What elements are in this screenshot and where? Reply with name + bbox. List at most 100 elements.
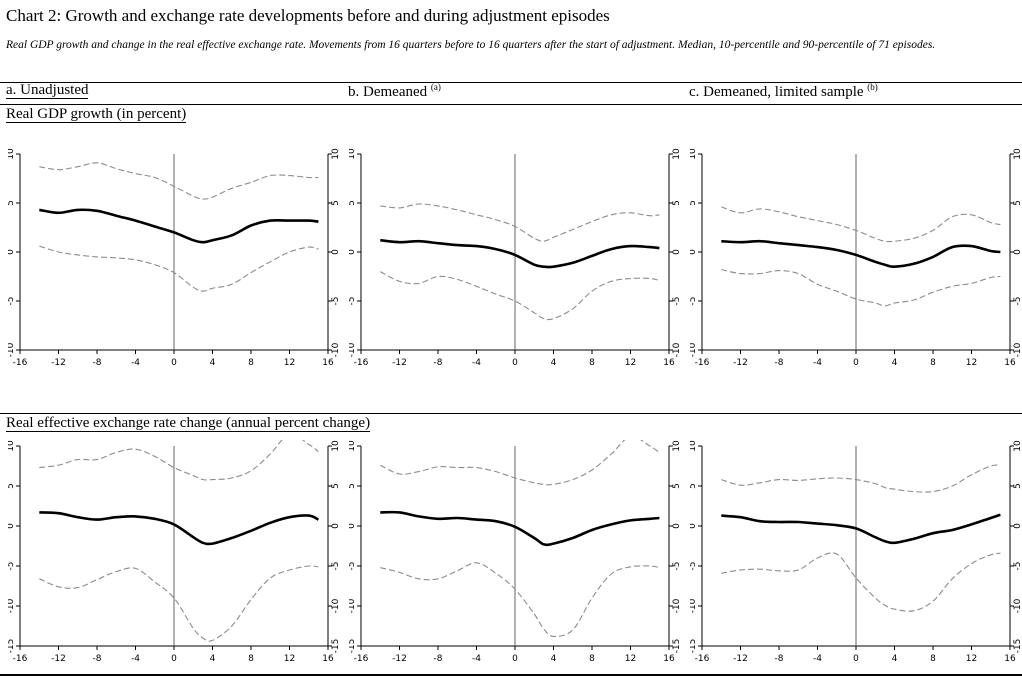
y-tick-label: 5 <box>8 483 16 489</box>
y-tick-label: 10 <box>672 148 681 160</box>
y-tick-label: 10 <box>349 148 357 160</box>
x-tick-label: 8 <box>248 358 254 368</box>
x-tick-label: 16 <box>322 654 334 664</box>
y-tick-label: 0 <box>349 249 357 255</box>
x-tick-label: 8 <box>930 358 936 368</box>
x-tick-label: -16 <box>695 654 710 664</box>
x-tick-label: -4 <box>813 358 822 368</box>
y-tick-label: 10 <box>349 440 357 452</box>
x-tick-label: 16 <box>1004 654 1016 664</box>
x-tick-label: 8 <box>589 358 595 368</box>
y-tick-label: -15 <box>331 639 340 654</box>
y-tick-label: 5 <box>331 483 340 489</box>
y-tick-label: -15 <box>690 639 698 654</box>
x-tick-label: 16 <box>663 654 675 664</box>
percentile-10-line <box>39 565 319 642</box>
x-tick-label: -12 <box>51 358 66 368</box>
y-tick-label: 0 <box>8 523 16 529</box>
y-tick-label: 10 <box>331 440 340 452</box>
y-tick-label: 5 <box>1013 483 1022 489</box>
chart-subtitle: Real GDP growth and change in the real e… <box>6 39 936 51</box>
x-tick-label: -8 <box>434 358 443 368</box>
y-tick-label: 10 <box>690 440 698 452</box>
x-tick-label: 8 <box>589 654 595 664</box>
x-tick-label: -16 <box>354 654 369 664</box>
y-tick-label: 5 <box>8 200 16 206</box>
x-tick-label: 12 <box>966 358 977 368</box>
column-label-c: c. Demeaned, limited sample <box>689 84 868 100</box>
row-header-gdp: Real GDP growth (in percent) <box>6 106 187 123</box>
reer-panel-b: -15 -15 -10 -10 -5 -5 0 0 5 5 10 10 -16 -12 -8 -4 0 4 8 12 1… <box>349 440 681 664</box>
y-tick-label: -10 <box>8 598 16 613</box>
y-tick-label: 10 <box>1013 440 1022 452</box>
median-line <box>380 510 660 547</box>
y-tick-label: 10 <box>690 148 698 160</box>
y-tick-label: 5 <box>690 200 698 206</box>
y-tick-label: -5 <box>690 297 698 306</box>
x-tick-label: 4 <box>210 654 216 664</box>
y-tick-label: -10 <box>690 598 698 613</box>
x-tick-label: -16 <box>354 358 369 368</box>
y-tick-label: -5 <box>1013 297 1022 306</box>
column-label-b: b. Demeaned <box>348 84 431 100</box>
y-tick-label: -5 <box>672 562 681 571</box>
median-line <box>39 511 320 546</box>
y-tick-label: -10 <box>349 342 357 357</box>
y-tick-label: -5 <box>690 562 698 571</box>
y-tick-label: 5 <box>349 200 357 206</box>
x-tick-label: 0 <box>853 654 859 664</box>
y-tick-label: 5 <box>331 200 340 206</box>
percentile-10-line <box>380 271 660 321</box>
y-tick-label: 10 <box>8 148 16 160</box>
y-tick-label: -5 <box>331 562 340 571</box>
column-label-a: a. Unadjusted <box>6 82 89 98</box>
column-note-c: (b) <box>867 82 878 92</box>
y-tick-label: 0 <box>690 249 698 255</box>
y-tick-label: -5 <box>8 562 16 571</box>
x-tick-label: -8 <box>93 654 102 664</box>
divider <box>0 413 1022 414</box>
y-tick-label: 10 <box>672 440 681 452</box>
y-tick-label: -10 <box>672 342 681 357</box>
percentile-90-line <box>721 206 1001 243</box>
y-tick-label: 5 <box>1013 200 1022 206</box>
x-tick-label: 16 <box>663 358 675 368</box>
x-tick-label: -16 <box>13 358 28 368</box>
x-tick-label: -4 <box>472 358 481 368</box>
y-tick-label: -5 <box>349 562 357 571</box>
x-tick-label: 0 <box>512 654 518 664</box>
y-tick-label: -10 <box>1013 342 1022 357</box>
y-tick-label: -5 <box>349 297 357 306</box>
gdp-panel-b: -10 -10 -5 -5 0 0 5 5 10 10 -16 -12 -8 -4 0 4 8 12 16 <box>349 148 681 368</box>
y-tick-label: -10 <box>349 598 357 613</box>
y-tick-label: 10 <box>8 440 16 452</box>
percentile-10-line <box>39 245 319 292</box>
percentile-10-line <box>721 552 1001 612</box>
median-line <box>380 238 660 269</box>
x-tick-label: 12 <box>625 654 636 664</box>
y-tick-label: -15 <box>8 639 16 654</box>
x-tick-label: -8 <box>775 358 784 368</box>
x-tick-label: -12 <box>392 654 407 664</box>
x-tick-label: 16 <box>1004 358 1016 368</box>
y-tick-label: -5 <box>331 297 340 306</box>
y-tick-label: 0 <box>672 523 681 529</box>
gdp-panel-c: -10 -10 -5 -5 0 0 5 5 10 10 -16 -12 -8 -4 0 4 8 12 16 <box>690 148 1022 368</box>
y-tick-label: 0 <box>672 249 681 255</box>
x-tick-label: 4 <box>551 358 557 368</box>
y-tick-label: 0 <box>1013 523 1022 529</box>
column-header-a: a. Unadjusted <box>6 82 89 99</box>
divider <box>0 82 1022 83</box>
x-tick-label: -12 <box>733 654 748 664</box>
x-tick-label: 16 <box>322 358 334 368</box>
x-tick-label: 4 <box>551 654 557 664</box>
y-tick-label: -10 <box>331 598 340 613</box>
x-tick-label: -4 <box>131 654 140 664</box>
x-tick-label: -8 <box>93 358 102 368</box>
x-tick-label: 0 <box>171 358 177 368</box>
y-tick-label: -5 <box>1013 562 1022 571</box>
y-tick-label: -10 <box>1013 598 1022 613</box>
y-tick-label: 10 <box>1013 148 1022 160</box>
x-tick-label: 0 <box>853 358 859 368</box>
reer-panel-a: -15 -15 -10 -10 -5 -5 0 0 5 5 10 10 -16 -12 -8 -4 0 4 8 12 1… <box>8 440 340 664</box>
